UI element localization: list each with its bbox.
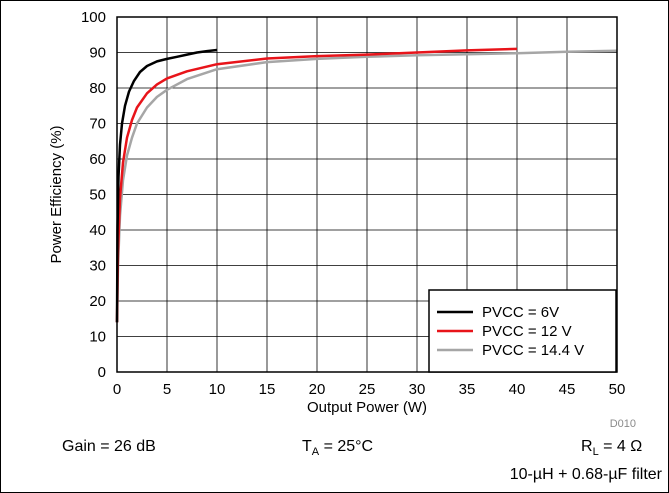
y-axis-label: Power Efficiency (%) bbox=[48, 125, 65, 263]
series-lines bbox=[115, 47, 618, 323]
y-tick-label: 90 bbox=[89, 45, 106, 62]
y-tick-label: 40 bbox=[89, 222, 106, 239]
y-tick-label: 0 bbox=[98, 364, 106, 381]
legend-label: PVCC = 14.4 V bbox=[482, 342, 584, 359]
y-tick-label: 80 bbox=[89, 80, 106, 97]
legend: PVCC = 6V PVCC = 12 V PVCC = 14.4 V bbox=[428, 289, 617, 373]
y-tick-label: 100 bbox=[81, 9, 106, 26]
y-tick-label: 70 bbox=[89, 116, 106, 133]
temperature-prefix: T bbox=[302, 438, 312, 455]
load-value: = 4 Ω bbox=[598, 438, 643, 455]
y-tick-label: 60 bbox=[89, 151, 106, 168]
x-tick-label: 45 bbox=[559, 381, 576, 398]
x-tick-label: 5 bbox=[163, 381, 171, 398]
legend-label: PVCC = 12 V bbox=[482, 323, 572, 340]
x-tick-label: 50 bbox=[609, 381, 626, 398]
temperature-condition: TA = 25°C bbox=[302, 438, 374, 458]
plot-frame bbox=[116, 16, 618, 373]
x-tick-label: 0 bbox=[113, 381, 121, 398]
x-tick-label: 25 bbox=[359, 381, 376, 398]
document-id: D010 bbox=[610, 418, 636, 430]
filter-condition: 10-µH + 0.68-µF filter bbox=[510, 466, 662, 484]
y-tick-label: 30 bbox=[89, 258, 106, 275]
tick-labels: 0 5 10 15 20 25 30 35 40 45 50 0 10 20 30 40 50 60 70 80 90 1… bbox=[81, 9, 625, 398]
series-line bbox=[115, 49, 618, 323]
filter-text: 10-µH + 0.68-µF filter bbox=[509, 466, 662, 483]
series-line bbox=[115, 48, 218, 323]
load-condition: RL = 4 Ω bbox=[581, 438, 643, 458]
x-axis-label: Output Power (W) bbox=[307, 399, 427, 416]
temperature-subscript: A bbox=[311, 446, 320, 458]
gain-text: Gain = 26 dB bbox=[62, 438, 156, 455]
x-tick-label: 40 bbox=[509, 381, 526, 398]
x-tick-label: 35 bbox=[459, 381, 476, 398]
load-prefix: R bbox=[581, 438, 593, 455]
y-tick-label: 10 bbox=[89, 329, 106, 346]
gain-condition: Gain = 26 dB bbox=[62, 438, 156, 456]
series-line bbox=[115, 47, 518, 323]
legend-label: PVCC = 6V bbox=[482, 304, 559, 321]
x-tick-label: 10 bbox=[209, 381, 226, 398]
x-tick-label: 20 bbox=[309, 381, 326, 398]
x-tick-label: 15 bbox=[259, 381, 276, 398]
x-tick-label: 30 bbox=[409, 381, 426, 398]
load-subscript: L bbox=[592, 446, 599, 458]
y-tick-label: 20 bbox=[89, 293, 106, 310]
temperature-value: = 25°C bbox=[319, 438, 374, 455]
y-tick-label: 50 bbox=[89, 187, 106, 204]
